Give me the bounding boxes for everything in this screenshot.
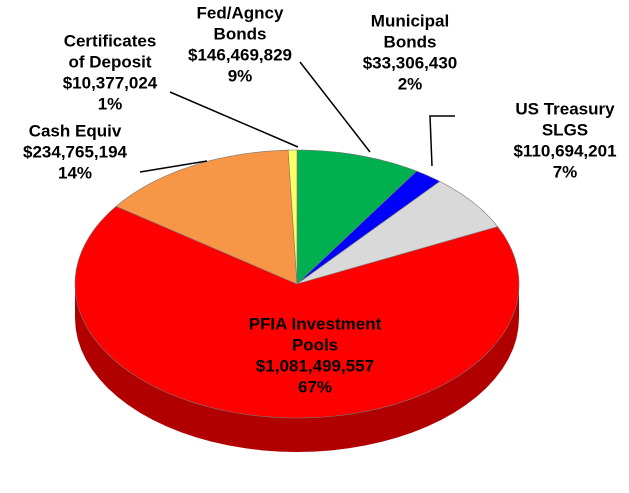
percent-label: 67% bbox=[298, 377, 332, 396]
slice-label: Pools bbox=[292, 335, 338, 354]
leader-line bbox=[169, 91, 299, 148]
slice-label: Fed/Agncy bbox=[197, 3, 284, 22]
value-label: $10,377,024 bbox=[63, 73, 158, 92]
leader-line bbox=[429, 115, 455, 167]
percent-label: 14% bbox=[58, 163, 92, 182]
slice-label: Cash Equiv bbox=[29, 121, 122, 140]
value-label: $234,765,194 bbox=[23, 142, 128, 161]
value-label: $33,306,430 bbox=[363, 53, 458, 72]
slice bbox=[296, 149, 418, 285]
slice-label: PFIA Investment bbox=[249, 314, 382, 333]
value-label: $146,469,829 bbox=[188, 45, 292, 64]
percent-label: 9% bbox=[228, 66, 253, 85]
slice-label: Bonds bbox=[214, 24, 267, 43]
slice bbox=[296, 181, 499, 285]
percent-label: 7% bbox=[553, 162, 578, 181]
slice-label: US Treasury bbox=[515, 99, 615, 118]
slice-label: Bonds bbox=[384, 32, 437, 51]
slice-label: SLGS bbox=[542, 120, 588, 139]
slice-label: of Deposit bbox=[68, 52, 151, 71]
slice-side bbox=[75, 284, 519, 452]
slice bbox=[115, 149, 298, 285]
value-label: $110,694,201 bbox=[513, 141, 616, 160]
slice bbox=[287, 149, 298, 285]
slice-label: Municipal bbox=[371, 11, 449, 30]
slice bbox=[74, 205, 520, 419]
percent-label: 1% bbox=[98, 94, 123, 113]
slice bbox=[296, 170, 441, 285]
value-label: $1,081,499,557 bbox=[256, 356, 374, 375]
percent-label: 2% bbox=[398, 74, 423, 93]
slice-label: Certificates bbox=[64, 31, 157, 50]
leader-line bbox=[139, 160, 208, 173]
leader-line bbox=[299, 61, 371, 153]
